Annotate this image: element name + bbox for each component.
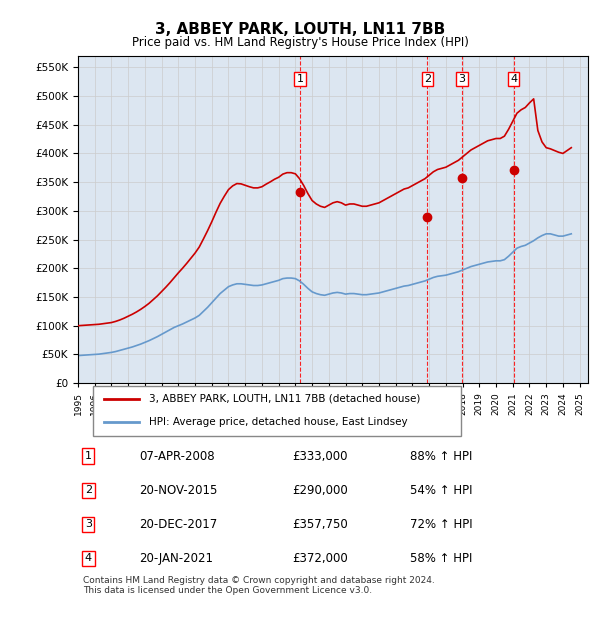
Text: 20-NOV-2015: 20-NOV-2015 <box>139 484 218 497</box>
Text: 07-APR-2008: 07-APR-2008 <box>139 450 215 463</box>
Text: 72% ↑ HPI: 72% ↑ HPI <box>409 518 472 531</box>
Text: 2: 2 <box>424 74 431 84</box>
Text: 54% ↑ HPI: 54% ↑ HPI <box>409 484 472 497</box>
Text: 3, ABBEY PARK, LOUTH, LN11 7BB (detached house): 3, ABBEY PARK, LOUTH, LN11 7BB (detached… <box>149 394 421 404</box>
Text: £333,000: £333,000 <box>292 450 348 463</box>
Text: 20-JAN-2021: 20-JAN-2021 <box>139 552 213 565</box>
Text: £290,000: £290,000 <box>292 484 348 497</box>
Text: 20-DEC-2017: 20-DEC-2017 <box>139 518 217 531</box>
Text: HPI: Average price, detached house, East Lindsey: HPI: Average price, detached house, East… <box>149 417 408 427</box>
Text: 58% ↑ HPI: 58% ↑ HPI <box>409 552 472 565</box>
Text: 4: 4 <box>85 554 92 564</box>
Text: £357,750: £357,750 <box>292 518 348 531</box>
Text: £372,000: £372,000 <box>292 552 348 565</box>
Text: 1: 1 <box>85 451 92 461</box>
Text: Contains HM Land Registry data © Crown copyright and database right 2024.
This d: Contains HM Land Registry data © Crown c… <box>83 576 435 595</box>
Text: 88% ↑ HPI: 88% ↑ HPI <box>409 450 472 463</box>
Text: 1: 1 <box>296 74 304 84</box>
Text: Price paid vs. HM Land Registry's House Price Index (HPI): Price paid vs. HM Land Registry's House … <box>131 36 469 49</box>
Text: 4: 4 <box>510 74 517 84</box>
Text: 3, ABBEY PARK, LOUTH, LN11 7BB: 3, ABBEY PARK, LOUTH, LN11 7BB <box>155 22 445 37</box>
Text: 3: 3 <box>458 74 466 84</box>
FancyBboxPatch shape <box>94 386 461 436</box>
Text: 2: 2 <box>85 485 92 495</box>
Text: 3: 3 <box>85 520 92 529</box>
